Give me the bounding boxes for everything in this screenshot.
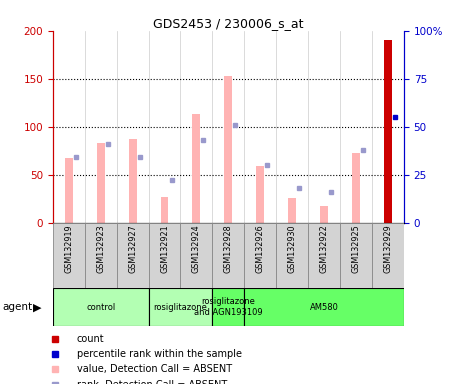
Bar bbox=[320, 207, 328, 223]
Text: GSM132925: GSM132925 bbox=[352, 225, 360, 273]
Bar bbox=[224, 76, 232, 223]
Title: GDS2453 / 230006_s_at: GDS2453 / 230006_s_at bbox=[153, 17, 303, 30]
Bar bbox=[53, 223, 85, 288]
Bar bbox=[256, 166, 264, 223]
Text: GSM132930: GSM132930 bbox=[288, 225, 297, 273]
Text: percentile rank within the sample: percentile rank within the sample bbox=[77, 349, 242, 359]
Text: rosiglitazone
and AGN193109: rosiglitazone and AGN193109 bbox=[194, 298, 263, 317]
Text: GSM132926: GSM132926 bbox=[256, 225, 265, 273]
Bar bbox=[213, 223, 244, 288]
Text: count: count bbox=[77, 334, 105, 344]
Text: GSM132919: GSM132919 bbox=[64, 225, 73, 273]
Bar bbox=[288, 198, 296, 223]
Text: GSM132927: GSM132927 bbox=[128, 225, 137, 273]
Text: GSM132928: GSM132928 bbox=[224, 225, 233, 273]
Text: ▶: ▶ bbox=[33, 302, 42, 312]
Bar bbox=[97, 143, 105, 223]
Bar bbox=[117, 223, 149, 288]
Bar bbox=[149, 223, 180, 288]
Bar bbox=[340, 223, 372, 288]
Bar bbox=[352, 153, 360, 223]
Text: GSM132924: GSM132924 bbox=[192, 225, 201, 273]
Text: agent: agent bbox=[2, 302, 33, 312]
Text: rank, Detection Call = ABSENT: rank, Detection Call = ABSENT bbox=[77, 380, 227, 384]
Bar bbox=[372, 223, 404, 288]
Bar bbox=[244, 288, 404, 326]
Bar bbox=[180, 223, 213, 288]
Bar bbox=[308, 223, 340, 288]
Bar bbox=[276, 223, 308, 288]
Bar bbox=[129, 139, 137, 223]
Bar bbox=[85, 223, 117, 288]
Text: control: control bbox=[86, 303, 115, 312]
Bar bbox=[192, 114, 201, 223]
Bar bbox=[244, 223, 276, 288]
Bar bbox=[384, 40, 392, 223]
Bar bbox=[149, 288, 213, 326]
Text: GSM132923: GSM132923 bbox=[96, 225, 105, 273]
Text: AM580: AM580 bbox=[310, 303, 339, 312]
Text: value, Detection Call = ABSENT: value, Detection Call = ABSENT bbox=[77, 364, 232, 374]
Bar bbox=[53, 288, 149, 326]
Text: GSM132922: GSM132922 bbox=[319, 225, 329, 273]
Bar bbox=[65, 159, 73, 223]
Text: rosiglitazone: rosiglitazone bbox=[153, 303, 207, 312]
Text: GSM132921: GSM132921 bbox=[160, 225, 169, 273]
Bar bbox=[161, 197, 168, 223]
Bar bbox=[213, 288, 244, 326]
Text: GSM132929: GSM132929 bbox=[383, 225, 392, 273]
